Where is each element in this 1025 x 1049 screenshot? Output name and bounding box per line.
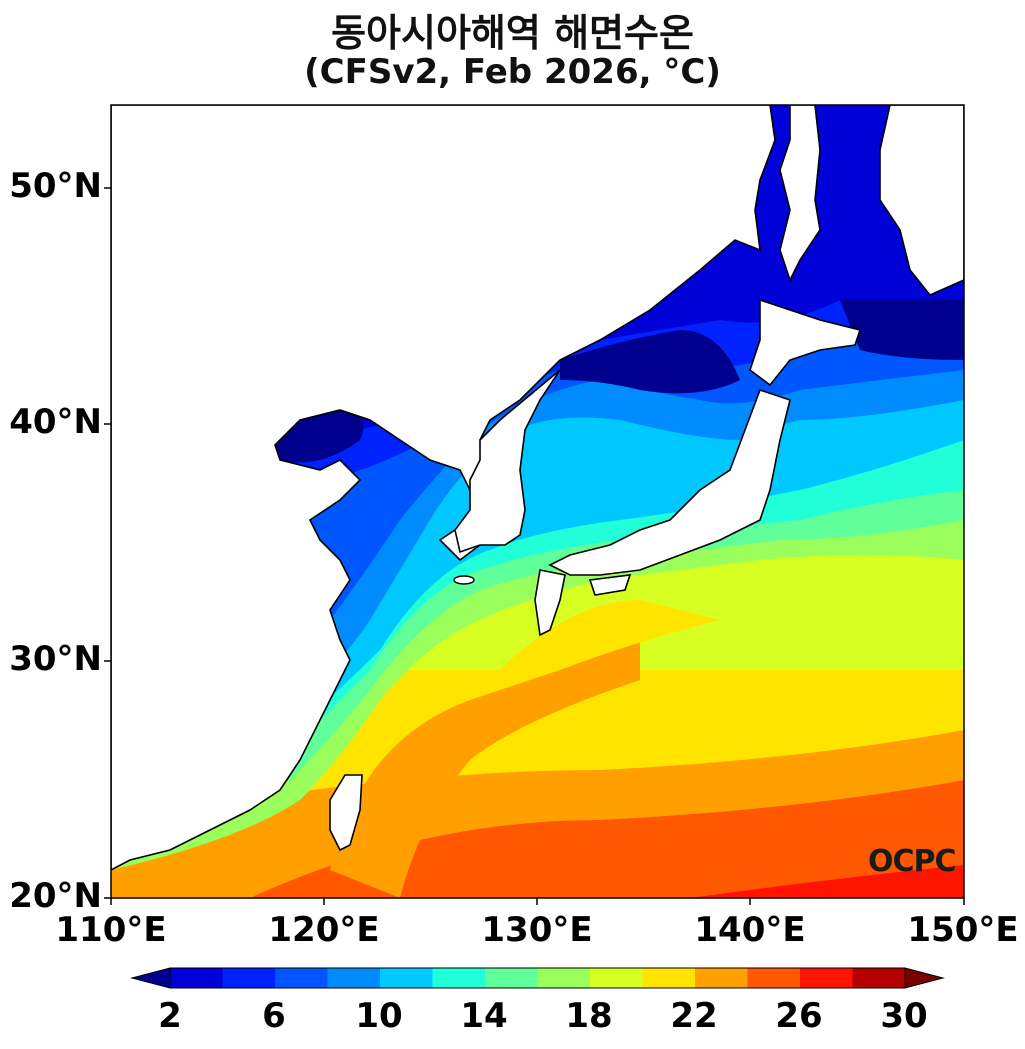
colorbar-extend-high: [904, 967, 945, 989]
colorbar-segment: [432, 968, 486, 988]
colorbar-segment: [852, 968, 906, 988]
colorbar-segment: [695, 968, 748, 988]
colorbar-segment: [800, 968, 853, 988]
sst-band-2-jsea: [560, 330, 740, 394]
x-tick-label-150e: 150°E: [907, 910, 1019, 950]
colorbar-segment: [222, 968, 276, 988]
colorbar-extend-low: [130, 967, 171, 989]
sst-kuroshio: [330, 610, 640, 898]
honshu: [548, 388, 791, 576]
x-tick-label-140e: 140°E: [694, 910, 806, 950]
colorbar-label-26: 26: [775, 996, 823, 1036]
taiwan: [329, 774, 363, 852]
x-tick-label-110e: 110°E: [55, 910, 167, 950]
kamchatka-coast: [879, 105, 964, 296]
y-tick-label-20n: 20°N: [9, 876, 102, 916]
hokkaido: [749, 298, 862, 387]
asia-mainland: [111, 105, 776, 871]
jeju-island: [453, 575, 475, 585]
colorbar-segment: [275, 968, 328, 988]
colorbar-label-14: 14: [460, 996, 508, 1036]
kyushu: [534, 569, 566, 637]
colorbar-segment: [537, 968, 591, 988]
colorbar: [130, 967, 945, 989]
sst-band-2-east: [840, 300, 964, 360]
colorbar-label-6: 6: [262, 996, 286, 1036]
colorbar-segment: [590, 968, 643, 988]
sst-band-26: [250, 780, 964, 898]
colorbar-segment: [170, 968, 223, 988]
x-tick-label-130e: 130°E: [481, 910, 593, 950]
korea-peninsula: [454, 369, 561, 554]
sst-band-28: [690, 865, 964, 898]
y-tick-label-50n: 50°N: [9, 166, 102, 206]
map-title-line1: 동아시아해역 해면수온: [331, 11, 694, 55]
colorbar-segment: [380, 968, 433, 988]
colorbar-segment: [327, 968, 381, 988]
colorbar-label-2: 2: [158, 996, 182, 1036]
map-title-line2: (CFSv2, Feb 2026, °C): [304, 52, 721, 92]
x-tick-label-120e: 120°E: [268, 910, 380, 950]
colorbar-label-30: 30: [880, 996, 928, 1036]
colorbar-label-18: 18: [565, 996, 613, 1036]
tick-marks: [104, 187, 965, 905]
colorbar-segment: [747, 968, 801, 988]
shikoku: [588, 574, 632, 596]
sst-band-2-bohai: [270, 400, 364, 463]
ocpc-watermark: OCPC: [868, 844, 957, 879]
sst-band-22-tongue: [470, 600, 720, 700]
y-tick-label-30n: 30°N: [9, 639, 102, 679]
colorbar-segment: [642, 968, 696, 988]
colorbar-label-10: 10: [355, 996, 403, 1036]
colorbar-frame: [169, 967, 906, 989]
colorbar-segment: [485, 968, 538, 988]
sakhalin: [779, 105, 821, 283]
land: [111, 105, 964, 871]
colorbar-label-22: 22: [670, 996, 718, 1036]
y-tick-label-40n: 40°N: [9, 402, 102, 442]
